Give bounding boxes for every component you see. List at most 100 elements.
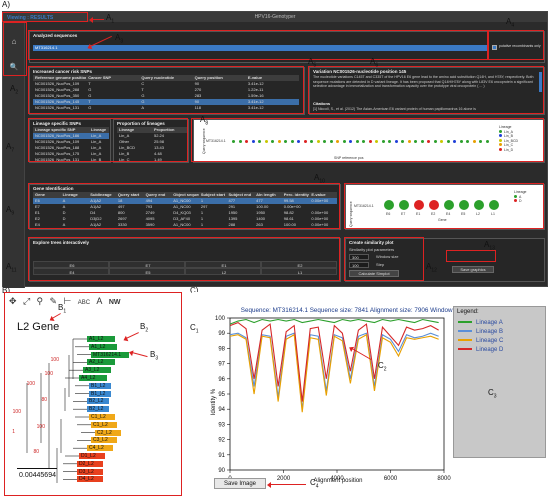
search-icon[interactable]: ⚲ [36,296,44,306]
column-header[interactable]: Object sequence [173,192,199,197]
table-row[interactable]: NC001526_NucPos_186 Lin_A [33,133,109,139]
tree-leaf[interactable]: A1_L2 [87,336,115,342]
snp-dot [362,140,365,143]
search-icon[interactable]: 🔍 [9,64,19,71]
tree-button[interactable]: L1 [261,268,337,275]
table-row[interactable]: NC001526_NucPos_188 Lin_A [35,145,102,150]
tree-leaf[interactable]: B2_L2 [87,406,109,413]
table-row[interactable]: NC001526_NucPos_131 G A 118 3.41e-12 [35,105,264,110]
tree-button[interactable]: L2 [185,268,261,275]
column-header[interactable]: Aln length [256,192,276,197]
column-header[interactable]: Subject start [200,192,226,197]
table-row[interactable]: NC001526_NucPos_109 Lin_A [35,139,102,144]
tree-leaf[interactable]: D3_L2 [77,468,103,475]
column-header[interactable]: Sublineage [90,192,112,197]
highlight-a10 [344,183,544,229]
snp-dot [446,140,450,143]
table-row[interactable]: Lin_BCD 13.43 [119,145,165,150]
annotate-icon[interactable]: ✎ [49,296,58,306]
tree-leaf[interactable]: A4_L2 [79,375,107,381]
lineage-snps-title: Lineage specific SNPs [33,121,82,126]
pointer-icon[interactable]: ✥ [9,296,17,306]
tree-leaf[interactable]: D4_L2 [77,476,103,483]
highlight-a9 [28,183,340,229]
step-input[interactable]: 100 [349,262,369,268]
window-size-input[interactable]: 300 [349,254,369,260]
column-header[interactable]: Lineage [119,127,135,132]
table-row[interactable]: NC001526_NucPos_288 G T 270 1.22e-11 [35,87,264,92]
table-cell: 0.00e+00 [283,204,301,209]
snp-dots [232,139,492,144]
abc-icon[interactable]: ABC [77,300,91,306]
save-graphics-button[interactable]: Save graphics [452,266,494,273]
sequence-item[interactable]: MT316214.1 [33,45,488,51]
legend-title: Lineage [499,125,512,129]
column-header[interactable]: Lineage specific SNP [35,127,76,132]
tree-button[interactable]: E2 [261,261,337,268]
tree-leaf[interactable]: A3_L2 [83,367,111,374]
tree-leaf[interactable]: D1_L2 [79,453,105,459]
column-header[interactable]: Query end [145,192,166,197]
table-row[interactable]: Other 25.98 [119,139,165,144]
anno-a5: A5 [308,57,317,69]
table-row[interactable]: Lin_A 52.24 [119,133,165,138]
tree-leaf[interactable]: A2_L2 [87,359,115,366]
zoom-icon[interactable]: ⤢ [22,296,31,306]
column-header[interactable]: Cancer SNP [88,75,112,80]
table-row[interactable]: NC001526_NucPos_350 G G 283 1.59e-16 [35,93,264,98]
column-header[interactable]: Perc. identity [283,192,309,197]
column-header[interactable]: Lineage [62,192,78,197]
tree-leaf[interactable]: MT316214.1 [91,351,129,358]
column-header[interactable]: Query position [194,75,223,80]
tree-button[interactable]: E7 [109,261,185,268]
anno-c4: C4 [310,478,319,490]
nw-icon[interactable]: NW [108,299,121,306]
column-header[interactable]: Reference genome position [35,75,87,80]
table-row[interactable]: Lin_B 4.48 [119,151,162,156]
column-header[interactable]: E-value [247,75,263,80]
table-row-selected[interactable]: NC001526_NucPos_145 T G 90 3.41e-12 [33,99,299,105]
column-header[interactable]: Query nucleotide [141,75,175,80]
tree-leaf[interactable]: D2_L2 [77,460,103,467]
column-header[interactable]: Gene [35,192,46,197]
table-row[interactable]: E4 A A1|A2 3330 3590 A1_NC00 1 288 263 100.00 0.00… [33,222,337,228]
column-header[interactable]: Query start [117,192,140,197]
home-icon[interactable]: ⌂ [11,37,17,46]
tree-leaf[interactable]: C2_L2 [95,429,121,436]
font-icon[interactable]: A [96,296,103,306]
recombinants-checkbox[interactable] [492,45,497,50]
tree-leaf[interactable]: C4_L2 [87,445,113,452]
tree-leaf[interactable]: A1_L2 [89,343,117,350]
tree-leaf[interactable]: B2_L2 [87,398,109,405]
table-row[interactable]: E6 A A1|A2 18 494 A1_NC00 1 477 477 99.58 0.00e+00 [33,198,337,204]
tree-viewer: ✥ ⤢ ⚲ ✎ ⊢ ABC A NW L2 Gene 100 100 80 100 80… [4,292,182,496]
tree-button[interactable]: E5 [109,268,185,275]
node-icon[interactable]: ⊢ [63,296,72,306]
tree-leaf[interactable]: C3_L2 [91,437,117,444]
column-header[interactable]: Lineage [91,127,107,132]
tree-leaf[interactable]: C1_L2 [89,414,115,420]
tree-leaf[interactable]: B1_L2 [89,382,111,389]
similarity-params-label: Similarity plot parameters [349,247,395,252]
table-cell: 98.61 [283,216,294,221]
calculate-simplot-button[interactable]: Calculate Simplot [349,270,399,277]
table-row[interactable]: NC001526_NucPos_131 Lin_B [35,157,102,162]
table-row[interactable]: E7 A A1|A2 497 793 A1_NC00 297 291 100.00 0.00e+0… [33,204,337,210]
table-row[interactable]: NC001526_NucPos_175 Lin_A [35,151,102,156]
table-row[interactable]: E1 D D4 800 2749 D4_KQ03 1 1950 1950 98.82 0.00e+0… [33,210,337,216]
scrollbar[interactable] [539,72,542,92]
tree-leaf[interactable]: B1_L2 [89,390,111,397]
column-header[interactable]: Proportion [154,127,175,132]
tree-button[interactable]: E6 [33,261,109,268]
tree-button[interactable]: E1 [185,261,261,268]
tree-leaf[interactable]: C1_L2 [91,421,117,428]
tree-button[interactable]: E4 [33,268,109,275]
column-header[interactable]: Subject end [228,192,252,197]
snp-dot [472,140,476,143]
save-image-button[interactable]: Save Image [214,478,266,489]
y-tick-label: 94 [218,407,225,413]
column-header[interactable]: E-value [311,192,326,197]
table-row[interactable]: E2 D D3|D2 2697 4095 D3_AF40 1 1395 1400 98.61 0.0… [33,216,337,222]
table-row[interactable]: Lin_C 1.49 [119,157,162,162]
table-row[interactable]: NC001526_NucPos_109 T C 90 3.41e-12 [35,81,264,86]
